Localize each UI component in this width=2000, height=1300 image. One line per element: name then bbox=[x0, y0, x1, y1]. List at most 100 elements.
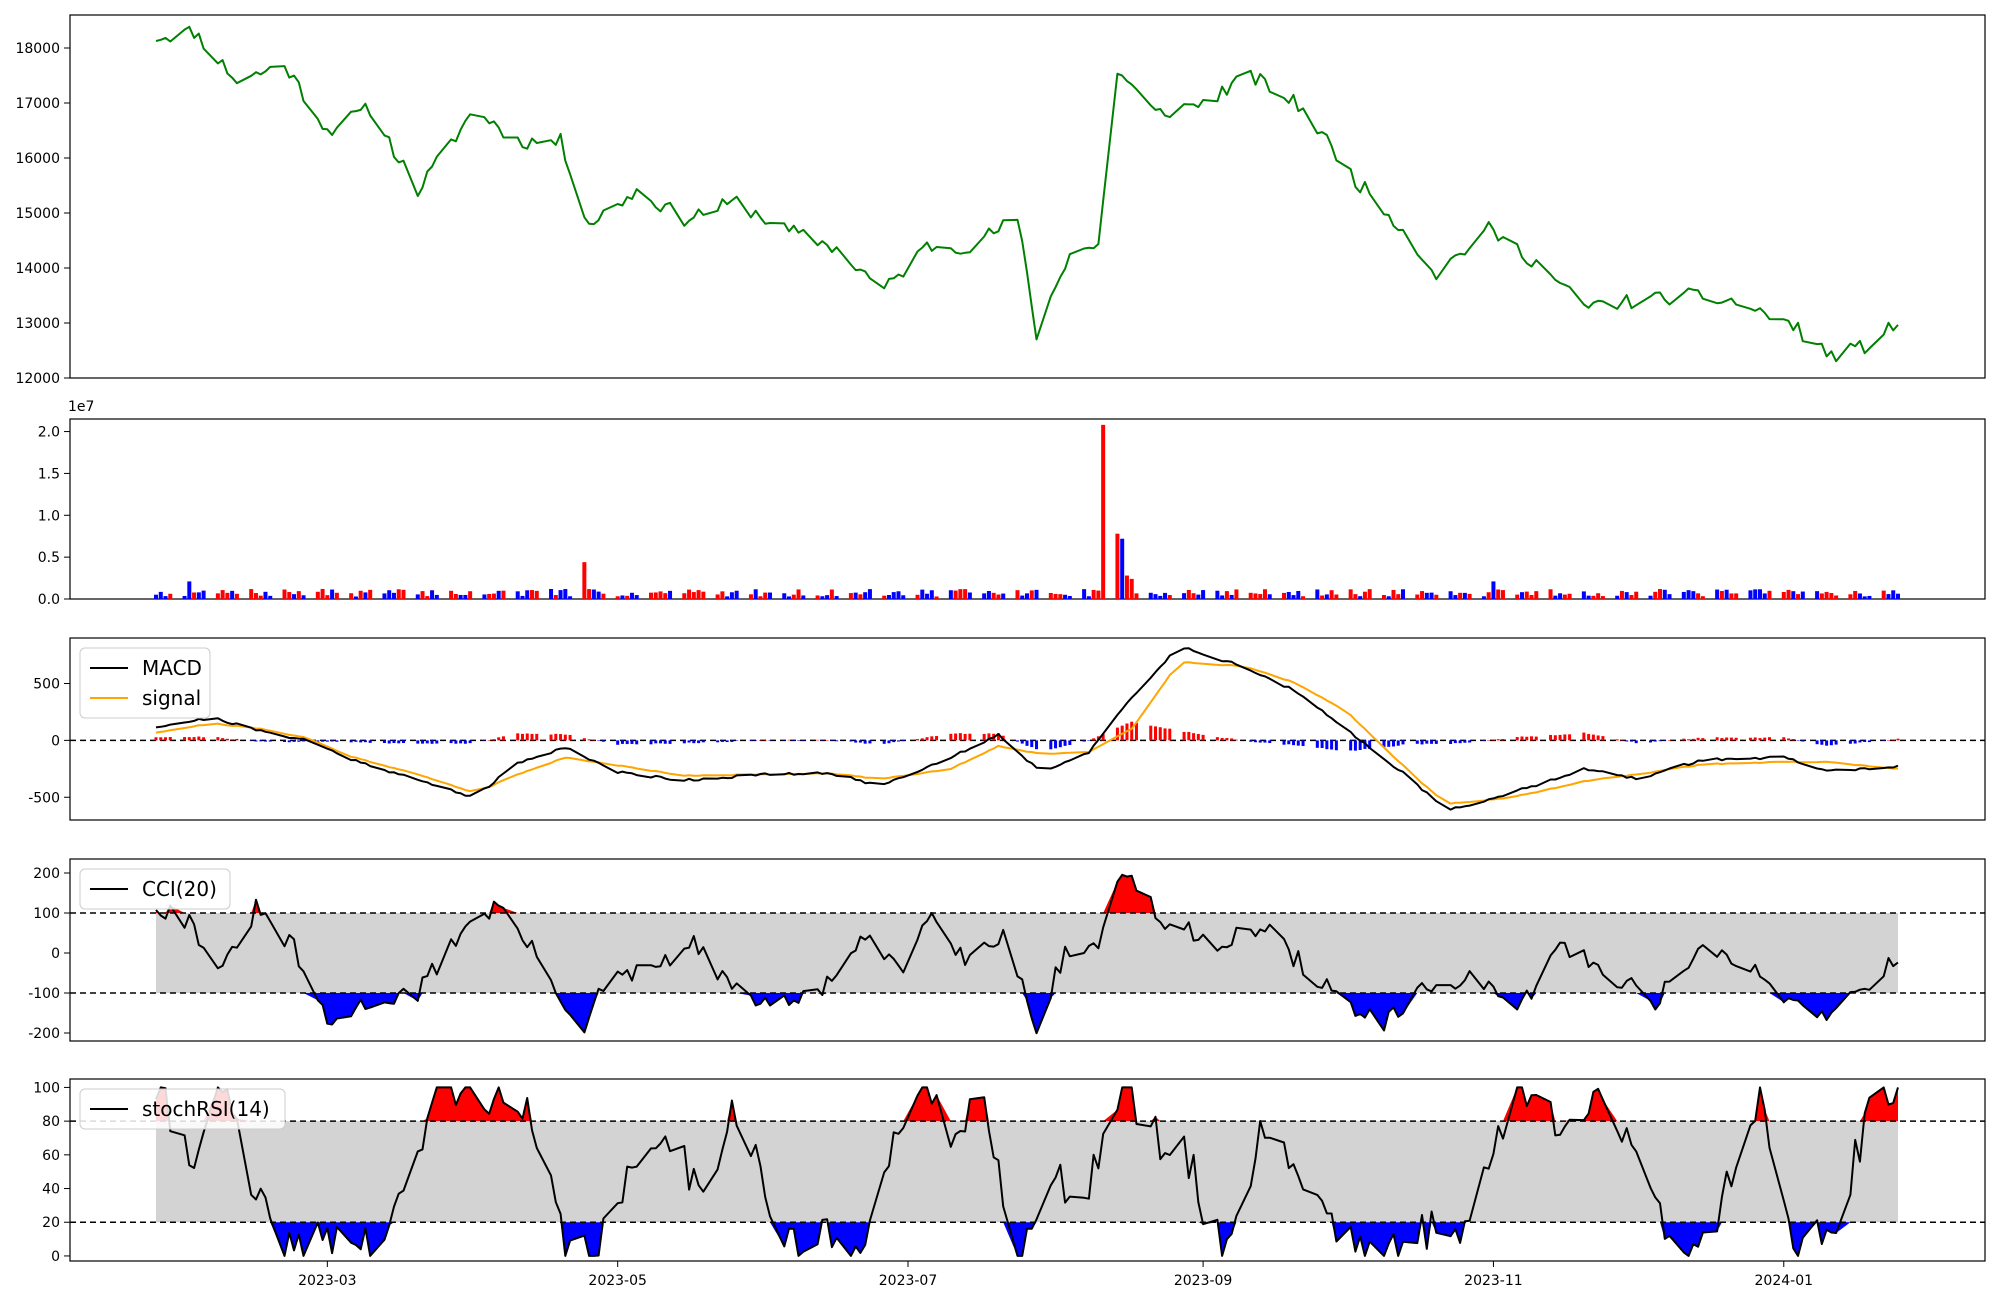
macd-histogram-bar bbox=[782, 740, 786, 741]
volume-bar bbox=[520, 595, 525, 599]
volume-bar bbox=[1353, 594, 1358, 599]
macd-histogram-bar bbox=[1534, 736, 1538, 741]
volume-bar bbox=[163, 596, 168, 599]
volume-bar bbox=[1086, 596, 1091, 599]
macd-histogram-bar bbox=[549, 734, 553, 741]
volume-bar bbox=[282, 589, 287, 599]
macd-histogram-bar bbox=[854, 740, 858, 743]
macd-histogram-bar bbox=[996, 733, 1000, 741]
macd-histogram-bar bbox=[930, 736, 934, 741]
macd-frame bbox=[69, 637, 1986, 821]
macd-histogram-bar bbox=[1629, 740, 1633, 742]
volume-bar bbox=[1091, 589, 1096, 599]
macd-histogram-bar bbox=[825, 740, 829, 741]
volume-bar bbox=[1224, 591, 1229, 599]
volume-bar bbox=[729, 592, 734, 599]
stochrsi-ytick-label: 40 bbox=[42, 1182, 60, 1198]
volume-bar bbox=[701, 591, 706, 599]
volume-bar bbox=[886, 594, 891, 599]
macd-histogram-bar bbox=[1568, 734, 1572, 741]
cci-overbought-fill bbox=[156, 874, 1898, 913]
volume-bar bbox=[825, 595, 830, 599]
volume-ytick-label: 0.5 bbox=[38, 550, 60, 566]
volume-bar bbox=[463, 594, 468, 599]
volume-bar bbox=[787, 596, 792, 599]
macd-histogram-bar bbox=[768, 740, 772, 741]
macd-histogram-bar bbox=[1182, 731, 1186, 741]
volume-bar bbox=[725, 596, 730, 599]
volume-bar bbox=[225, 592, 230, 599]
volume-bar bbox=[1515, 594, 1520, 599]
volume-bar bbox=[1648, 595, 1653, 599]
macd-histogram-bar bbox=[1325, 740, 1329, 750]
volume-bar bbox=[449, 590, 454, 599]
stochrsi-ytick-label: 60 bbox=[42, 1148, 60, 1164]
macd-histogram-bar bbox=[1201, 734, 1205, 741]
volume-bar bbox=[1786, 589, 1791, 599]
volume-bar bbox=[292, 594, 297, 599]
stochrsi-ytick-label: 80 bbox=[42, 1114, 60, 1130]
price-line bbox=[155, 25, 1899, 363]
macd-histogram-bar bbox=[1268, 740, 1272, 744]
volume-bar bbox=[1715, 589, 1720, 599]
macd-histogram-bar bbox=[1886, 740, 1890, 741]
volume-bar bbox=[363, 592, 368, 599]
volume-bar bbox=[953, 590, 958, 599]
volume-bar bbox=[158, 591, 163, 599]
volume-bar bbox=[648, 592, 653, 599]
macd-histogram-bar bbox=[416, 740, 420, 744]
macd-histogram-bar bbox=[1825, 740, 1829, 746]
volume-bar bbox=[734, 590, 739, 599]
volume-bar bbox=[1015, 590, 1020, 599]
volume-bar bbox=[368, 589, 373, 599]
volume-bar bbox=[534, 590, 539, 599]
macd-histogram-bar bbox=[1834, 740, 1838, 745]
volume-bar bbox=[863, 592, 868, 599]
macd-histogram-bar bbox=[287, 740, 291, 743]
macd-histogram-bar bbox=[720, 740, 724, 742]
macd-histogram-bar bbox=[1296, 740, 1300, 746]
macd-histogram-bar bbox=[454, 740, 458, 744]
macd-histogram-bar bbox=[1030, 740, 1034, 748]
macd-ytick-label: 0 bbox=[51, 733, 60, 749]
volume-bar bbox=[896, 591, 901, 599]
volume-bar bbox=[1191, 593, 1196, 599]
volume-bar bbox=[1301, 596, 1306, 599]
macd-histogram-bar bbox=[1368, 740, 1372, 749]
macd-histogram-bar bbox=[202, 737, 206, 741]
volume-bar bbox=[753, 589, 758, 599]
volume-bar bbox=[196, 592, 201, 599]
macd-histogram-bar bbox=[1253, 740, 1257, 743]
volume-bar bbox=[1163, 592, 1168, 599]
macd-histogram-bar bbox=[920, 738, 924, 741]
macd-histogram-bar bbox=[1791, 739, 1795, 741]
volume-bar bbox=[396, 589, 401, 599]
volume-bar bbox=[1391, 589, 1396, 599]
volume-bar bbox=[1358, 596, 1363, 599]
macd-histogram-bar bbox=[1263, 740, 1267, 743]
price-ytick-label: 14000 bbox=[15, 261, 60, 277]
volume-bar bbox=[1434, 594, 1439, 599]
cci-legend-label: CCI(20) bbox=[142, 877, 217, 901]
macd-histogram-bar bbox=[1487, 740, 1491, 741]
macd-histogram-bar bbox=[1049, 740, 1053, 750]
cci-panel: -200 -100 0 100 200 CCI(20) bbox=[28, 858, 1986, 1042]
macd-histogram-bar bbox=[1358, 740, 1362, 750]
volume-bar bbox=[1491, 581, 1496, 599]
volume-bar bbox=[1748, 590, 1753, 599]
macd-histogram-bar bbox=[449, 740, 453, 744]
macd-histogram-bar bbox=[849, 740, 853, 742]
macd-histogram-bar bbox=[816, 739, 820, 741]
macd-histogram-bar bbox=[1863, 740, 1867, 742]
macd-histogram-bar bbox=[754, 740, 758, 741]
volume-bar bbox=[1158, 595, 1163, 599]
volume-bar bbox=[948, 590, 953, 599]
macd-histogram-bar bbox=[1258, 740, 1262, 743]
macd-histogram-bar bbox=[797, 740, 801, 741]
volume-bar bbox=[515, 591, 520, 599]
macd-histogram-bar bbox=[1549, 734, 1553, 741]
volume-bar bbox=[320, 588, 325, 599]
price-ytick-label: 18000 bbox=[15, 41, 60, 57]
price-panel: 12000 13000 14000 15000 16000 17000 18000 bbox=[15, 14, 1986, 387]
macd-histogram-bar bbox=[1701, 738, 1705, 741]
